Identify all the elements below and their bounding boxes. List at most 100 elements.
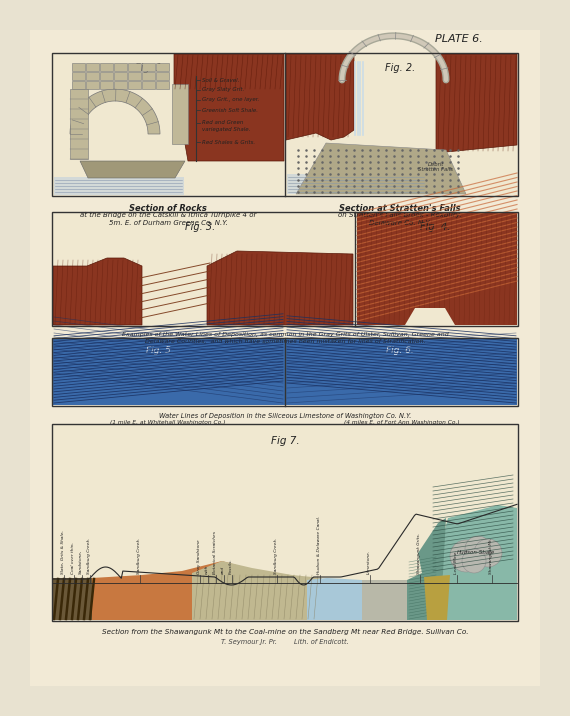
Bar [156,81,169,89]
Text: Fig. 1.: Fig. 1. [135,63,165,73]
Text: Fig. 6.: Fig. 6. [386,346,414,355]
Circle shape [465,536,491,562]
Bar [53,425,517,620]
Bar [100,63,113,71]
Polygon shape [286,54,354,140]
Bar [356,213,517,325]
Text: 5m. E. of Durham Greene Co. N.Y.: 5m. E. of Durham Greene Co. N.Y. [108,220,227,226]
Circle shape [462,549,486,573]
Text: Delaware Counties,  and which have sometimes been mistaken for lines of Stratifi: Delaware Counties, and which have someti… [145,339,425,344]
Text: variegated Shale.: variegated Shale. [202,127,250,132]
Bar [72,72,85,80]
Bar [52,338,518,406]
Text: Shawangunk Grits.: Shawangunk Grits. [417,533,421,574]
Polygon shape [307,578,362,620]
Bar [53,213,354,325]
Text: Sandburg Creek.: Sandburg Creek. [274,538,278,574]
Text: Sandstone,: Sandstone, [79,550,83,574]
Text: T. Seymour Jr. Pr.        Lith. of Endicott.: T. Seymour Jr. Pr. Lith. of Endicott. [221,639,349,645]
Polygon shape [174,54,284,161]
Bar [128,81,141,89]
Text: (4 miles E. of Fort Ann Washington Co.): (4 miles E. of Fort Ann Washington Co.) [344,420,460,425]
Bar [286,54,517,195]
Bar [72,63,85,71]
Bar [287,174,427,194]
Bar [172,84,188,144]
Text: Fig. 2.: Fig. 2. [385,63,415,73]
Text: Sandburg Creek.: Sandburg Creek. [87,538,91,574]
Text: Section at Stratten's Falls: Section at Stratten's Falls [339,204,461,213]
Text: Lead Mine.: Lead Mine. [454,550,458,574]
Text: Red and Green: Red and Green [202,120,243,125]
Text: Examples of the Water Lines of Deposition, as common in the Gray Grits of Ulster: Examples of the Water Lines of Depositio… [121,332,449,337]
Text: Limestone.: Limestone. [367,550,371,574]
Text: Soil & Gravel.: Soil & Gravel. [202,77,239,82]
Polygon shape [296,143,466,194]
Text: Section of Rocks: Section of Rocks [129,204,207,213]
Polygon shape [53,258,142,325]
Polygon shape [192,561,322,620]
Text: and: and [221,566,225,574]
Text: Greenish Soft Shale.: Greenish Soft Shale. [202,107,258,112]
Bar [53,339,517,405]
Text: (1 mile E. at Whitehall Washington Co.): (1 mile E. at Whitehall Washington Co.) [111,420,226,425]
Polygon shape [342,580,422,620]
Bar [70,89,88,159]
Circle shape [474,539,502,567]
Bar [128,63,141,71]
Text: Botanical Scratches: Botanical Scratches [213,531,217,574]
Bar [54,177,184,195]
Circle shape [450,540,482,572]
Polygon shape [70,89,160,134]
Text: Shawangunk Mt.: Shawangunk Mt. [489,538,493,574]
Bar [142,72,155,80]
Polygon shape [436,505,517,620]
Polygon shape [424,575,450,620]
Bar [30,30,540,686]
Bar [142,63,155,71]
Bar [156,72,169,80]
Bar [100,72,113,80]
Bar [114,63,127,71]
Text: Gray Grit., one layer.: Gray Grit., one layer. [202,97,259,102]
Polygon shape [407,518,446,620]
Text: Coal over thin,: Coal over thin, [71,542,75,574]
Bar [53,54,284,195]
Text: Gray Slaty Grit.: Gray Slaty Grit. [202,87,245,92]
Bar [128,72,141,80]
Text: Red Shales & Grits.: Red Shales & Grits. [202,140,255,145]
Bar [52,53,518,196]
Text: Fig 7.: Fig 7. [271,436,299,446]
Polygon shape [436,54,517,153]
Bar [100,81,113,89]
Text: Hudson & Delaware Canal.: Hudson & Delaware Canal. [317,516,321,574]
Text: Debrit
Stratten Falls: Debrit Stratten Falls [418,162,454,173]
Text: Fig. 4.: Fig. 4. [420,222,450,232]
Bar [114,72,127,80]
Polygon shape [357,213,517,325]
Text: Water Lines of Deposition in the Siliceous Limestone of Washington Co. N.Y.: Water Lines of Deposition in the Siliceo… [159,413,411,419]
Bar [156,63,169,71]
Bar [142,81,155,89]
Text: Fig. 5.: Fig. 5. [146,346,174,355]
Bar [86,81,99,89]
Bar [72,81,85,89]
Polygon shape [405,308,455,325]
Text: Delaware Co. N.Y.: Delaware Co. N.Y. [369,220,431,226]
Bar [52,424,518,621]
Polygon shape [207,251,353,325]
Polygon shape [53,578,92,620]
Bar [52,212,518,326]
Bar [114,81,127,89]
Polygon shape [80,161,185,178]
Bar [86,63,99,71]
Text: Slate, Grits & Shale,: Slate, Grits & Shale, [61,530,65,574]
Text: Section from the Shawangunk Mt to the Coal-mine on the Sandberg Mt near Red Brid: Section from the Shawangunk Mt to the Co… [102,629,468,635]
Text: PLATE 6.: PLATE 6. [435,34,483,44]
Text: with: with [205,565,209,574]
Text: at the Bridge on the Catskill & Ithica Turnpike 4 or: at the Bridge on the Catskill & Ithica T… [80,212,256,218]
Text: Fig. 3.: Fig. 3. [185,222,215,232]
Polygon shape [92,561,247,620]
Text: on Stratten's Falls Brook - Roxbury.: on Stratten's Falls Brook - Roxbury. [338,212,462,218]
Text: Sandburg Creek.: Sandburg Creek. [137,538,141,574]
